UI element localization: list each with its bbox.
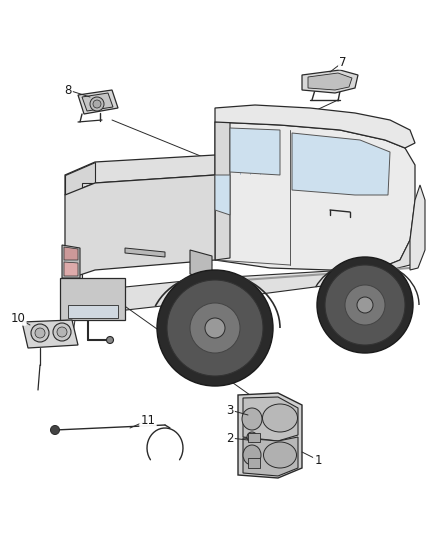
- Polygon shape: [302, 70, 358, 93]
- Polygon shape: [60, 278, 125, 320]
- Circle shape: [247, 432, 257, 442]
- Circle shape: [53, 323, 71, 341]
- Circle shape: [35, 328, 45, 338]
- Text: 7: 7: [339, 55, 347, 69]
- Ellipse shape: [242, 408, 262, 430]
- Polygon shape: [65, 175, 215, 280]
- Polygon shape: [243, 437, 298, 476]
- Polygon shape: [64, 247, 78, 260]
- Polygon shape: [65, 240, 415, 315]
- Circle shape: [157, 270, 273, 386]
- Circle shape: [205, 318, 225, 338]
- Polygon shape: [308, 73, 352, 90]
- Ellipse shape: [264, 442, 296, 468]
- Circle shape: [357, 297, 373, 313]
- Polygon shape: [215, 122, 415, 270]
- Polygon shape: [68, 305, 118, 318]
- Polygon shape: [125, 248, 165, 257]
- Circle shape: [93, 100, 101, 108]
- Text: 1: 1: [314, 454, 322, 466]
- Circle shape: [51, 425, 59, 434]
- Polygon shape: [230, 128, 280, 175]
- Polygon shape: [65, 162, 95, 315]
- Ellipse shape: [243, 445, 261, 465]
- Circle shape: [57, 327, 67, 337]
- Circle shape: [317, 257, 413, 353]
- Circle shape: [167, 280, 263, 376]
- Ellipse shape: [128, 204, 183, 226]
- Text: 11: 11: [141, 414, 156, 426]
- Polygon shape: [243, 397, 298, 441]
- Circle shape: [345, 285, 385, 325]
- Ellipse shape: [263, 404, 298, 432]
- Ellipse shape: [138, 208, 173, 222]
- Polygon shape: [292, 133, 390, 195]
- Text: 8: 8: [64, 84, 72, 96]
- Polygon shape: [62, 245, 80, 278]
- Polygon shape: [215, 175, 230, 215]
- Polygon shape: [248, 458, 260, 468]
- Circle shape: [90, 97, 104, 111]
- Polygon shape: [22, 320, 78, 348]
- Circle shape: [190, 303, 240, 353]
- Polygon shape: [190, 250, 212, 280]
- Polygon shape: [65, 155, 215, 195]
- Polygon shape: [64, 262, 78, 276]
- Polygon shape: [238, 393, 302, 478]
- Polygon shape: [215, 105, 415, 148]
- Circle shape: [31, 324, 49, 342]
- Circle shape: [107, 336, 114, 343]
- Circle shape: [325, 265, 405, 345]
- Polygon shape: [78, 90, 118, 114]
- Polygon shape: [248, 433, 260, 442]
- Text: 2: 2: [226, 432, 234, 445]
- Polygon shape: [410, 185, 425, 270]
- Text: 10: 10: [10, 311, 25, 325]
- Polygon shape: [82, 93, 113, 111]
- Text: 3: 3: [226, 403, 234, 416]
- Polygon shape: [215, 120, 230, 260]
